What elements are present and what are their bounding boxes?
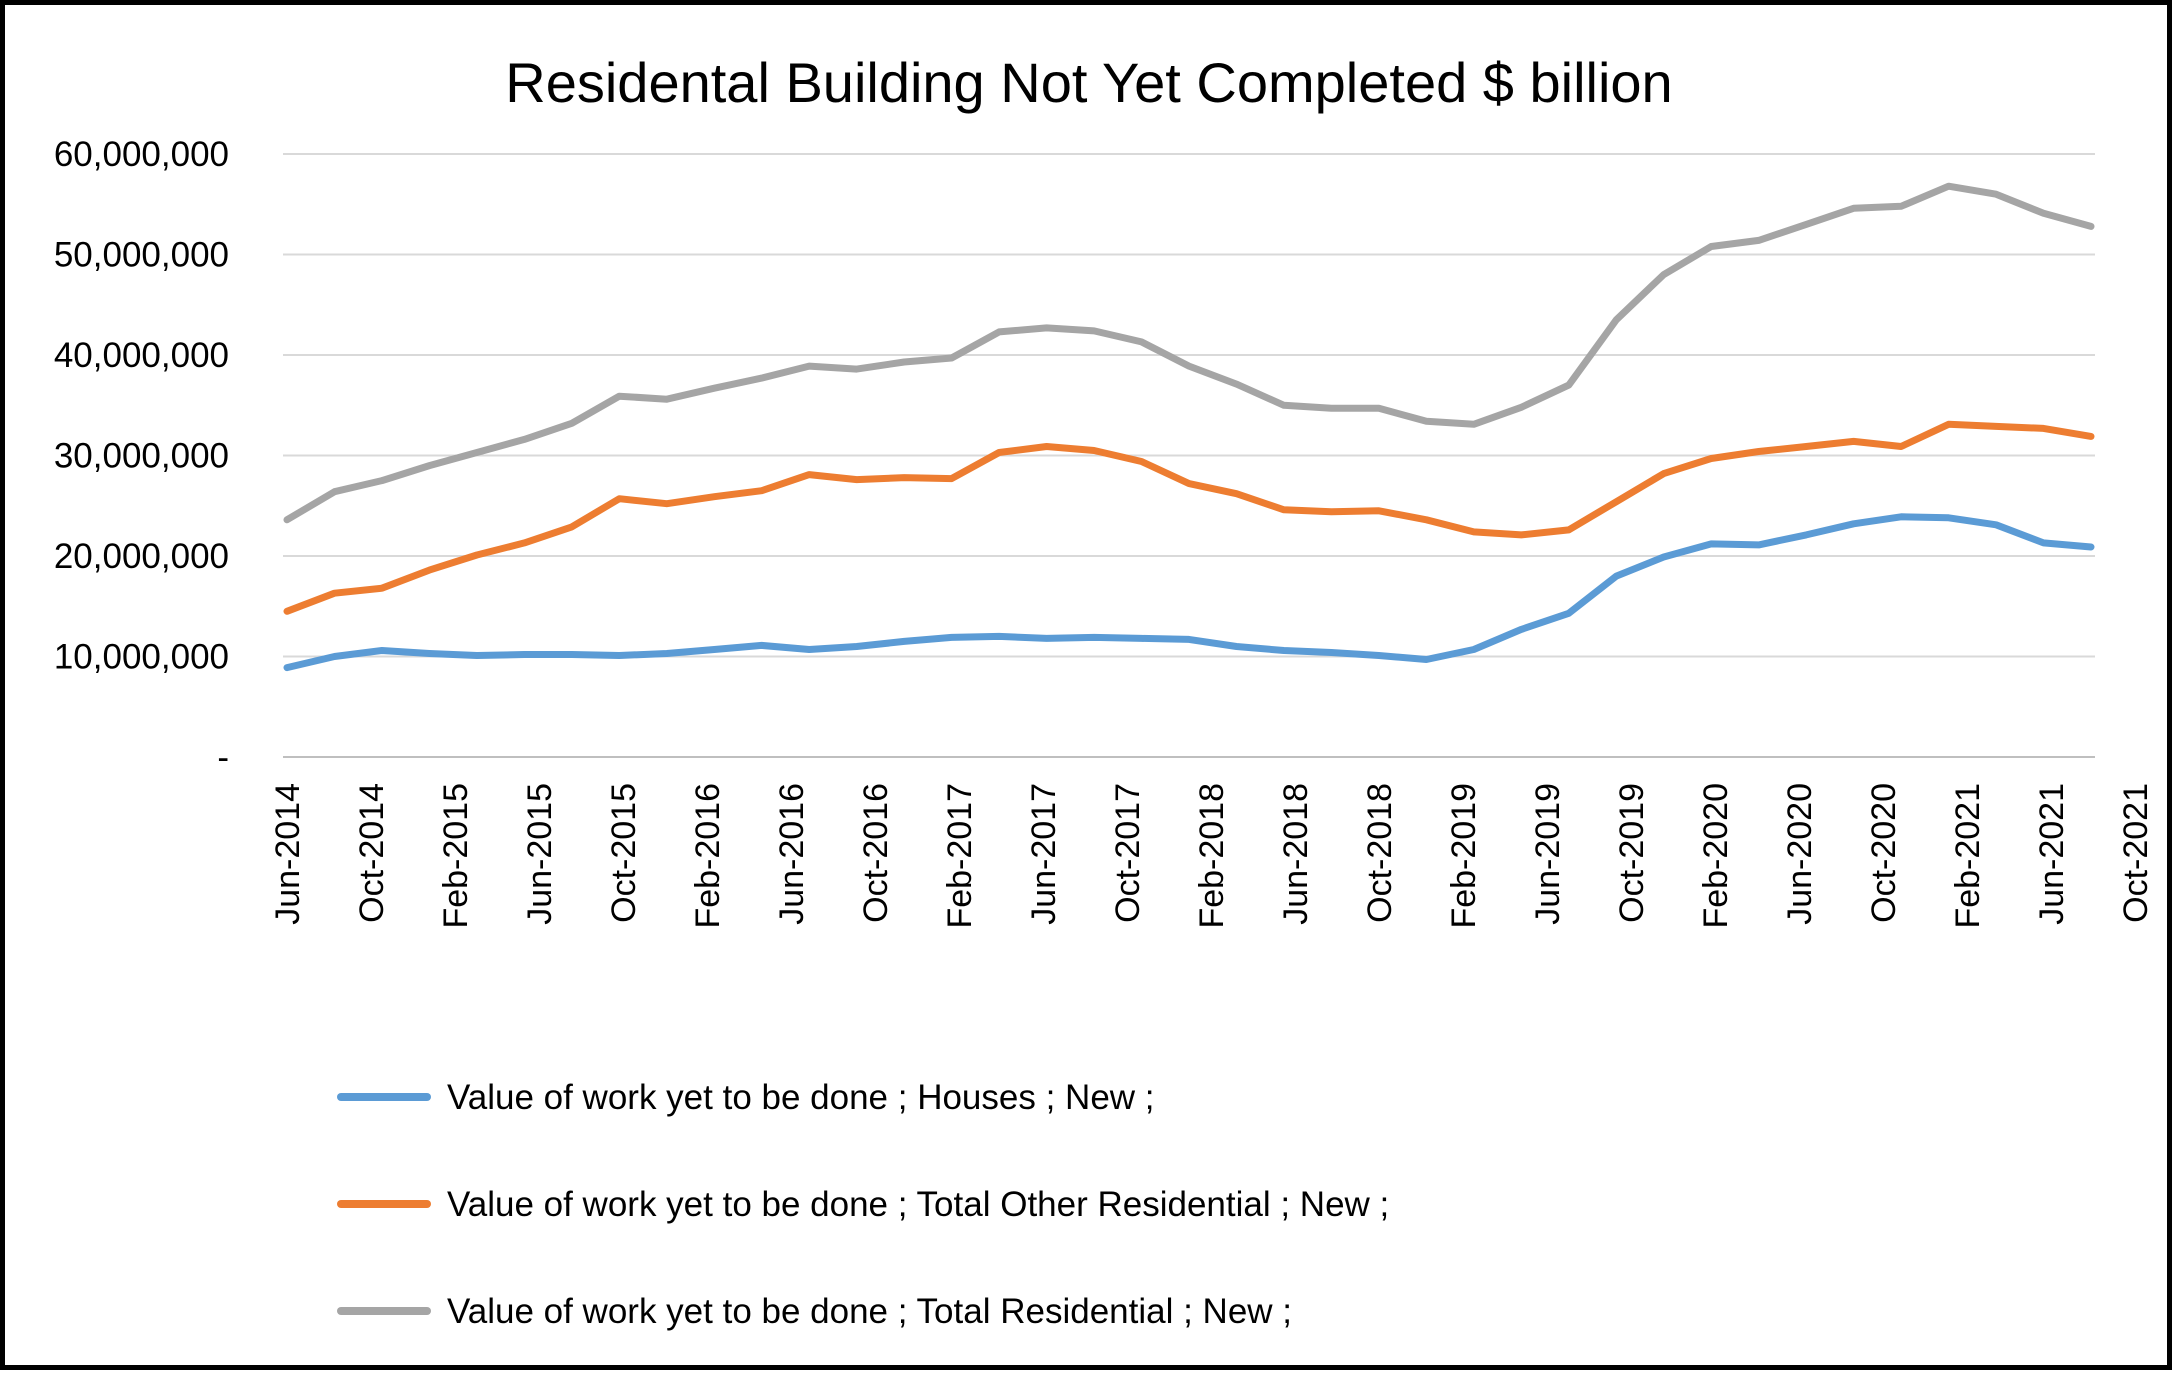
x-tick-label: Oct-2015: [605, 783, 643, 923]
x-tick-label: Oct-2020: [1865, 783, 1903, 923]
y-tick-label: 40,000,000: [54, 336, 229, 375]
x-tick-label: Feb-2017: [941, 783, 979, 929]
x-tick-label: Feb-2015: [437, 783, 475, 929]
y-tick-label: 20,000,000: [54, 537, 229, 576]
x-tick-label: Feb-2018: [1193, 783, 1231, 929]
x-tick-label: Oct-2019: [1613, 783, 1651, 923]
y-tick-label: -: [217, 738, 229, 777]
y-axis-tick-labels: - 10,000,000 20,000,000 30,000,000 40,000,00…: [54, 135, 229, 777]
x-tick-label: Oct-2014: [353, 783, 391, 923]
legend: Value of work yet to be done ; Houses ; …: [337, 1078, 1389, 1331]
x-tick-label: Oct-2018: [1361, 783, 1399, 923]
x-tick-label: Jun-2014: [269, 783, 307, 925]
x-tick-label: Jun-2019: [1529, 783, 1567, 925]
legend-label: Value of work yet to be done ; Total Res…: [447, 1292, 1292, 1331]
legend-label: Value of work yet to be done ; Total Oth…: [447, 1185, 1389, 1224]
x-tick-label: Oct-2016: [857, 783, 895, 923]
x-tick-label: Feb-2021: [1949, 783, 1987, 929]
gridlines: [283, 153, 2095, 758]
x-tick-label: Oct-2021: [2117, 783, 2155, 923]
x-axis-tick-labels: Jun-2014 Oct-2014 Feb-2015 Jun-2015 Oct-2015…: [269, 783, 2155, 929]
y-tick-label: 30,000,000: [54, 437, 229, 476]
x-tick-label: Jun-2021: [2033, 783, 2071, 925]
y-tick-label: 50,000,000: [54, 236, 229, 275]
x-tick-label: Feb-2016: [689, 783, 727, 929]
x-tick-label: Jun-2018: [1277, 783, 1315, 925]
x-tick-label: Jun-2020: [1781, 783, 1819, 925]
series-lines: [283, 182, 2095, 672]
x-tick-label: Jun-2017: [1025, 783, 1063, 925]
series-line-2: [283, 420, 2095, 615]
x-tick-label: Jun-2015: [521, 783, 559, 925]
legend-label: Value of work yet to be done ; Houses ; …: [447, 1078, 1155, 1117]
x-tick-label: Feb-2019: [1445, 783, 1483, 929]
x-tick-label: Jun-2016: [773, 783, 811, 925]
x-tick-label: Oct-2017: [1109, 783, 1147, 923]
series-line-3: [283, 182, 2095, 524]
series-line-1: [283, 513, 2095, 672]
x-tick-label: Feb-2020: [1697, 783, 1735, 929]
y-tick-label: 10,000,000: [54, 638, 229, 677]
y-tick-label: 60,000,000: [54, 135, 229, 174]
line-chart: Residental Building Not Yet Completed $ …: [54, 51, 2155, 1331]
chart-title: Residental Building Not Yet Completed $ …: [505, 51, 1672, 114]
